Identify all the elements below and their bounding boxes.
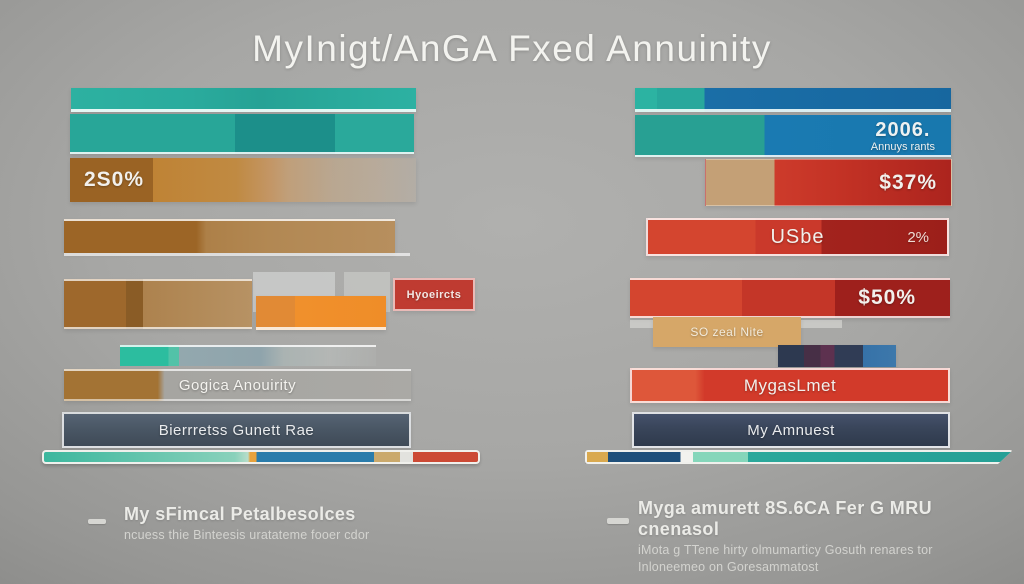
right-tan-badge-label: SO zeal Nite xyxy=(690,325,764,339)
right-bar-4-value: 2% xyxy=(907,229,929,246)
left-bar-7-label: Gogica Anouirity xyxy=(178,376,297,394)
left-bar-4-brown xyxy=(64,219,395,253)
right-bar-6-small-segmented xyxy=(778,345,896,367)
right-legend-title: Myga amurett 8S.6CA Fer G MRU cnenasol xyxy=(638,498,932,539)
right-bar-1-teal-blue xyxy=(635,88,951,112)
left-bar-3-orange: 2S0% xyxy=(70,158,416,202)
right-axis-strip-fill xyxy=(587,452,1011,462)
right-bar-7-red: MygasLmet xyxy=(630,368,950,403)
right-bar-3-tan-red: $37% xyxy=(705,159,952,206)
right-bar-2-subtitle: Annuys rants xyxy=(870,141,935,153)
left-red-badge: Hyoeircts xyxy=(393,278,475,311)
left-legend-title: My sFimcal Petalbesolces xyxy=(124,504,356,524)
right-legend: Myga amurett 8S.6CA Fer G MRU cnenasol i… xyxy=(638,498,978,574)
right-bar-4-red: USbe 2% xyxy=(646,218,949,256)
right-bar-8-label: My Amnuest xyxy=(747,421,835,439)
right-tan-badge: SO zeal Nite xyxy=(653,317,801,347)
left-legend: My sFimcal Petalbesolces ncuess thie Bin… xyxy=(124,504,424,542)
right-bar-8-slate: My Amnuest xyxy=(632,412,950,448)
left-red-badge-label: Hyoeircts xyxy=(406,288,462,301)
right-bar-3-value: $37% xyxy=(879,170,937,194)
right-axis-strip xyxy=(585,450,1013,464)
left-bar-1-teal xyxy=(71,88,416,112)
left-axis-strip-fill xyxy=(44,452,478,462)
right-legend-caption-2: Inloneemeo on Goresammatost xyxy=(638,560,819,574)
left-axis-strip xyxy=(42,450,480,464)
right-bar-7-label: MygasLmet xyxy=(743,375,837,395)
right-bar-4-label: USbe xyxy=(770,225,825,248)
right-bar-5-red: $50% xyxy=(630,278,950,318)
right-bar-5-value: $50% xyxy=(858,286,916,309)
left-bar-6-thin-teal xyxy=(120,345,376,366)
left-legend-dash-icon xyxy=(88,519,106,524)
left-bar-8-label: Bierrretss Gunett Rae xyxy=(158,421,315,439)
right-bar-2-year: 2006. xyxy=(875,119,931,141)
left-bar-8-slate: Bierrretss Gunett Rae xyxy=(62,412,411,448)
left-bar-5-brown xyxy=(64,279,252,329)
left-bar-2-teal xyxy=(70,114,414,154)
right-bar-2-text-block: 2006. Annuys rants xyxy=(871,119,935,153)
left-bar-7-gray: Gogica Anouirity xyxy=(64,369,411,401)
right-legend-caption-1: iMota g TTene hirty olmumarticy Gosuth r… xyxy=(638,543,933,557)
left-legend-caption: ncuess thie Binteesis uratateme fooer cd… xyxy=(124,528,370,542)
right-bar-2-teal-blue: 2006. Annuys rants xyxy=(635,115,951,157)
left-bar-3-label: 2S0% xyxy=(84,168,145,191)
left-bar-5-orange-sub-bar xyxy=(256,296,386,330)
page-title: MyInigt/AnGA Fxed Annuinity xyxy=(252,28,772,69)
right-legend-dash-icon xyxy=(607,518,629,524)
left-bar-4-underline xyxy=(64,253,410,256)
